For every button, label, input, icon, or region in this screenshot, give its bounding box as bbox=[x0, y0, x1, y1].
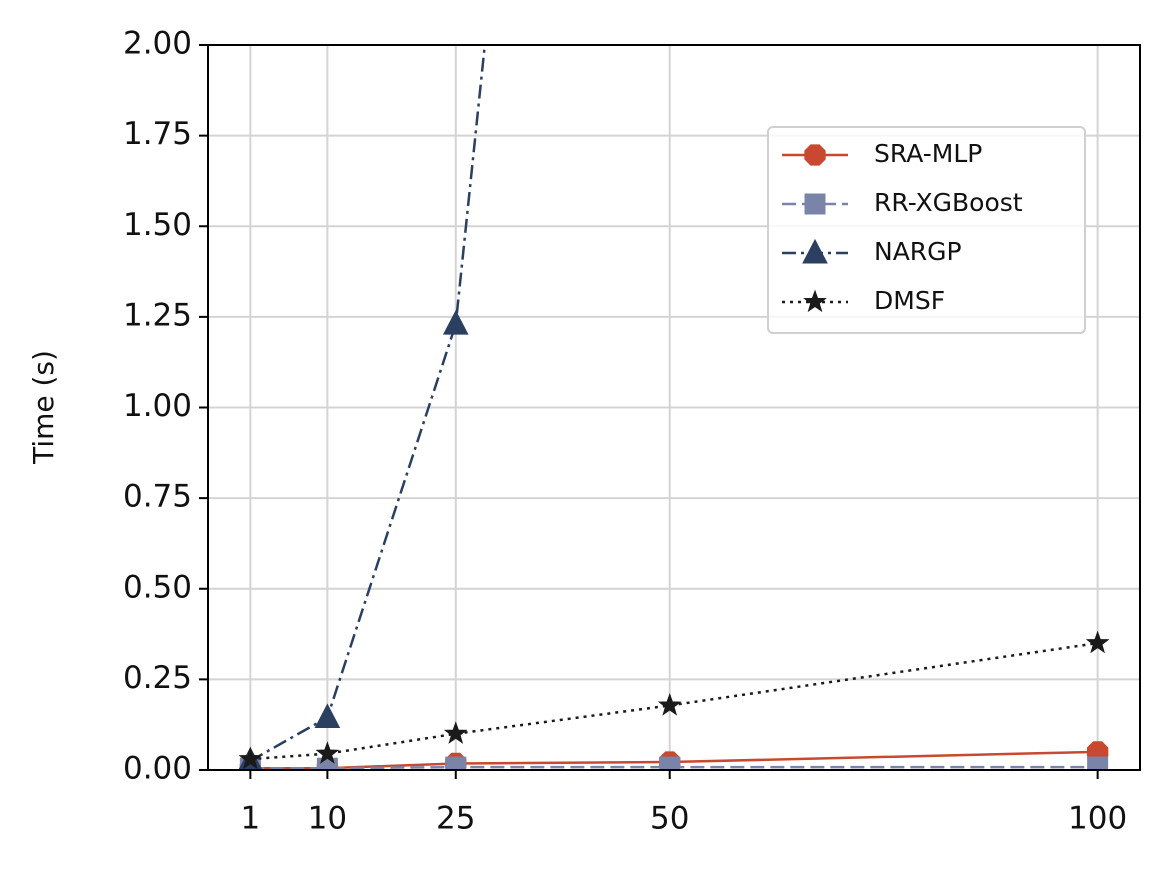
x-tick-label: 100 bbox=[1068, 801, 1127, 837]
x-tick-label: 10 bbox=[308, 801, 347, 837]
x-tick-label: 1 bbox=[240, 801, 260, 837]
data-point bbox=[657, 692, 682, 716]
y-axis-label: Time (s) bbox=[27, 350, 60, 465]
legend-marker bbox=[804, 144, 826, 166]
y-tick-label: 0.75 bbox=[123, 479, 192, 515]
legend-label: SRA-MLP bbox=[874, 139, 982, 168]
legend-marker bbox=[803, 289, 827, 313]
x-tick-label: 25 bbox=[436, 801, 475, 837]
y-tick-label: 0.00 bbox=[123, 751, 192, 787]
plot-area bbox=[238, 45, 1110, 770]
y-tick-label: 2.00 bbox=[123, 26, 192, 62]
y-tick-label: 1.00 bbox=[123, 388, 192, 424]
legend-label: RR-XGBoost bbox=[874, 188, 1023, 217]
y-tick-label: 0.50 bbox=[123, 569, 192, 605]
legend-marker bbox=[804, 193, 826, 215]
data-point bbox=[443, 721, 468, 744]
y-tick-label: 1.25 bbox=[123, 297, 192, 333]
data-point bbox=[659, 756, 681, 770]
y-tick-label: 1.75 bbox=[123, 116, 192, 152]
data-point bbox=[315, 741, 340, 764]
data-point bbox=[442, 310, 469, 335]
data-point bbox=[445, 756, 467, 770]
series-line bbox=[249, 45, 487, 763]
legend-box bbox=[767, 126, 1086, 334]
legend-label: NARGP bbox=[874, 237, 962, 266]
data-point bbox=[1087, 756, 1109, 770]
y-tick-label: 0.25 bbox=[123, 660, 192, 696]
data-point bbox=[314, 703, 341, 728]
legend-marker bbox=[802, 238, 828, 264]
data-point bbox=[238, 746, 263, 770]
data-point bbox=[1085, 630, 1110, 654]
legend-label: DMSF bbox=[874, 286, 945, 315]
y-tick-label: 1.50 bbox=[123, 207, 192, 243]
x-tick-label: 50 bbox=[650, 801, 689, 837]
series-line bbox=[250, 641, 1098, 761]
plot-frame bbox=[207, 44, 1141, 771]
